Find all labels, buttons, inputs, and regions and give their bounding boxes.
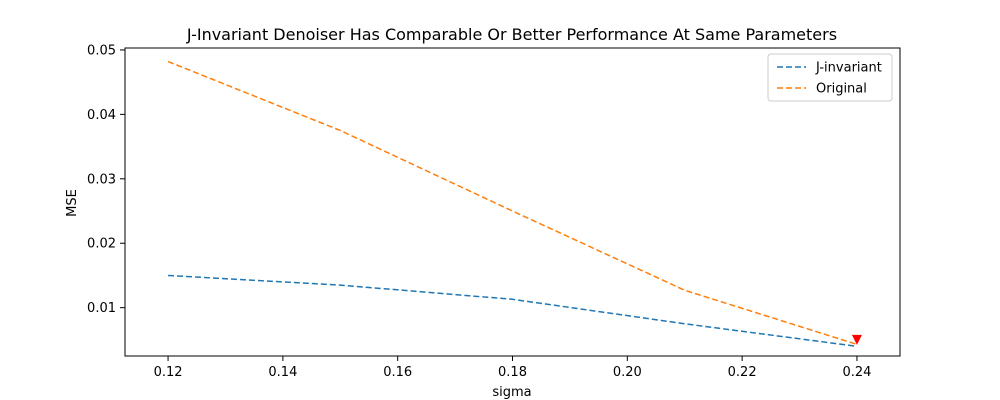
series-layer bbox=[167, 60, 858, 348]
y-tick-label: 0.02 bbox=[87, 237, 116, 252]
x-tick-label: 0.22 bbox=[728, 365, 757, 380]
chart-title: J-Invariant Denoiser Has Comparable Or B… bbox=[186, 25, 837, 44]
x-tick-label: 0.20 bbox=[613, 365, 642, 380]
x-tick-label: 0.16 bbox=[383, 365, 412, 380]
x-tick-label: 0.14 bbox=[268, 365, 297, 380]
y-tick-label: 0.01 bbox=[87, 301, 116, 316]
y-tick-label: 0.05 bbox=[87, 43, 116, 58]
x-tick-label: 0.24 bbox=[842, 365, 871, 380]
series-line-original bbox=[167, 60, 858, 346]
annotation-layer bbox=[851, 334, 862, 345]
x-tick-label: 0.12 bbox=[154, 365, 183, 380]
legend: J-invariant Original bbox=[767, 53, 893, 102]
legend-box bbox=[767, 53, 893, 102]
marker-down-triangle bbox=[851, 334, 862, 345]
y-tick-label: 0.04 bbox=[87, 108, 116, 123]
x-axis-label: sigma bbox=[492, 385, 531, 400]
x-tick-label: 0.18 bbox=[498, 365, 527, 380]
legend-label: J-invariant bbox=[815, 61, 882, 76]
y-axis-label: MSE bbox=[65, 189, 80, 217]
y-axis: 0.01 0.02 0.03 0.04 0.05 bbox=[87, 43, 125, 316]
y-tick-label: 0.03 bbox=[87, 172, 116, 187]
x-axis: 0.12 0.14 0.16 0.18 0.20 0.22 0.24 bbox=[154, 356, 871, 380]
legend-label: Original bbox=[816, 82, 867, 97]
series-line-j-invariant bbox=[168, 274, 858, 348]
